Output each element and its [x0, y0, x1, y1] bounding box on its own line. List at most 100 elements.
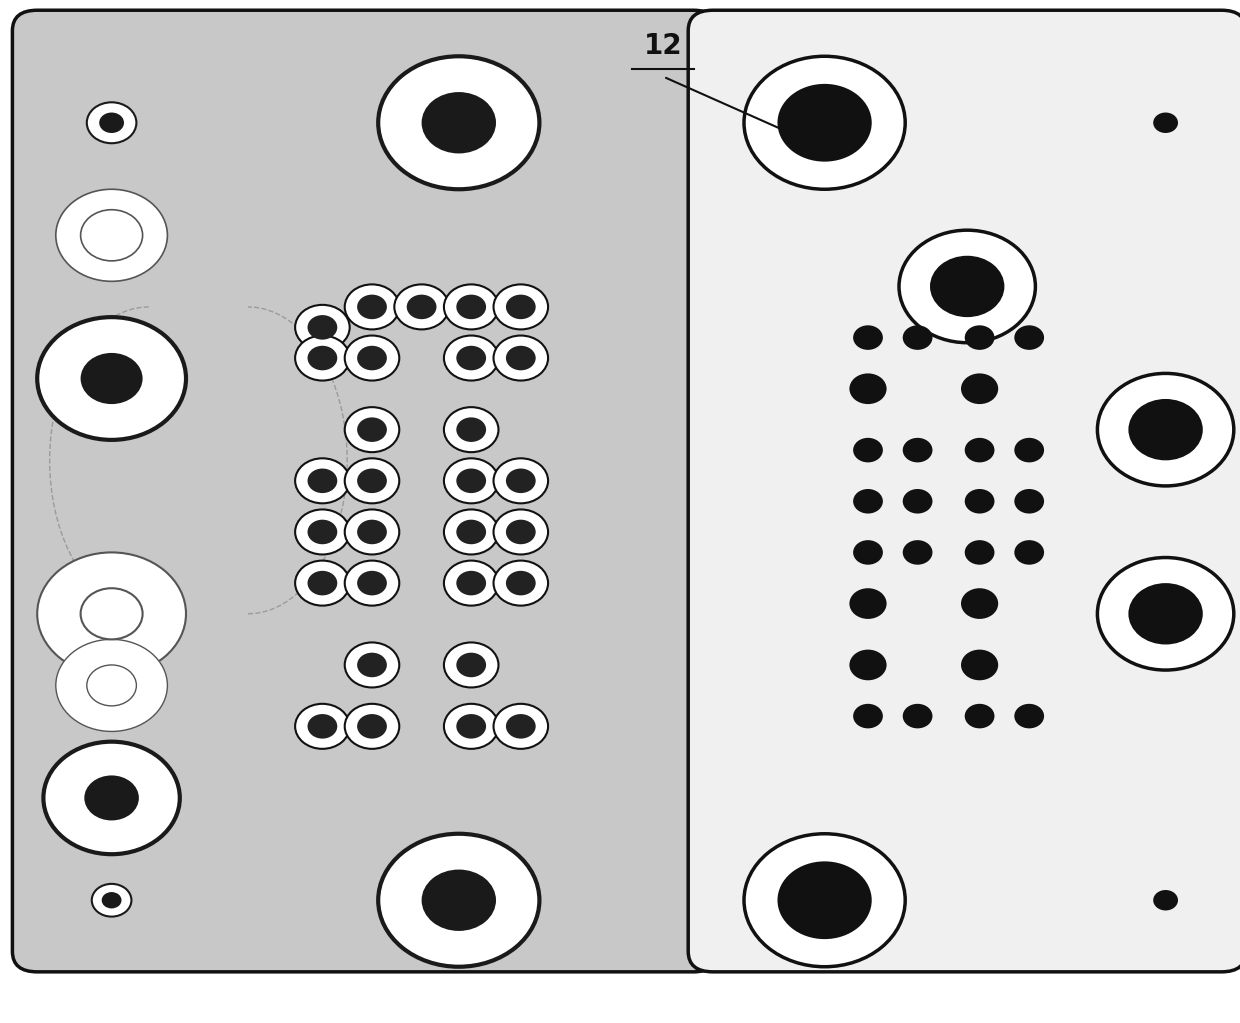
Circle shape	[853, 438, 883, 462]
Circle shape	[56, 639, 167, 731]
Circle shape	[444, 284, 498, 329]
Circle shape	[87, 665, 136, 706]
Circle shape	[308, 346, 337, 370]
Circle shape	[102, 892, 122, 908]
Circle shape	[903, 325, 932, 350]
Circle shape	[494, 458, 548, 503]
Circle shape	[1128, 583, 1203, 644]
Circle shape	[456, 714, 486, 739]
Circle shape	[849, 373, 887, 404]
Circle shape	[506, 295, 536, 319]
Circle shape	[43, 742, 180, 854]
Circle shape	[456, 346, 486, 370]
Circle shape	[1153, 113, 1178, 133]
Circle shape	[965, 489, 994, 514]
Circle shape	[295, 336, 350, 381]
Circle shape	[494, 561, 548, 606]
Circle shape	[456, 571, 486, 595]
Circle shape	[99, 113, 124, 133]
Circle shape	[357, 469, 387, 493]
Circle shape	[357, 520, 387, 544]
Circle shape	[965, 704, 994, 728]
Circle shape	[494, 284, 548, 329]
Circle shape	[961, 650, 998, 680]
Circle shape	[81, 353, 143, 404]
Circle shape	[357, 571, 387, 595]
FancyBboxPatch shape	[12, 10, 718, 972]
Circle shape	[378, 834, 539, 967]
Circle shape	[853, 704, 883, 728]
Circle shape	[357, 346, 387, 370]
Circle shape	[494, 336, 548, 381]
Circle shape	[422, 92, 496, 153]
Circle shape	[345, 509, 399, 554]
Circle shape	[345, 704, 399, 749]
Circle shape	[903, 704, 932, 728]
Circle shape	[308, 714, 337, 739]
Circle shape	[456, 520, 486, 544]
Circle shape	[422, 870, 496, 931]
Circle shape	[84, 775, 139, 820]
Circle shape	[744, 834, 905, 967]
Circle shape	[1014, 325, 1044, 350]
Circle shape	[1153, 890, 1178, 910]
Circle shape	[853, 540, 883, 565]
Circle shape	[444, 336, 498, 381]
Circle shape	[308, 520, 337, 544]
Circle shape	[744, 56, 905, 189]
Circle shape	[456, 417, 486, 442]
Circle shape	[345, 561, 399, 606]
Circle shape	[494, 509, 548, 554]
Circle shape	[930, 256, 1004, 317]
Circle shape	[444, 407, 498, 452]
Circle shape	[407, 295, 436, 319]
Circle shape	[456, 653, 486, 677]
Circle shape	[37, 317, 186, 440]
Circle shape	[853, 489, 883, 514]
Circle shape	[965, 540, 994, 565]
Circle shape	[1014, 438, 1044, 462]
Circle shape	[87, 102, 136, 143]
Circle shape	[777, 84, 872, 162]
Circle shape	[506, 520, 536, 544]
Circle shape	[456, 295, 486, 319]
Circle shape	[1128, 399, 1203, 460]
Circle shape	[295, 305, 350, 350]
Circle shape	[394, 284, 449, 329]
Circle shape	[444, 561, 498, 606]
Circle shape	[506, 571, 536, 595]
Circle shape	[1014, 540, 1044, 565]
FancyBboxPatch shape	[688, 10, 1240, 972]
Circle shape	[903, 540, 932, 565]
Circle shape	[1014, 489, 1044, 514]
Circle shape	[56, 189, 167, 281]
Circle shape	[357, 714, 387, 739]
Circle shape	[965, 325, 994, 350]
Circle shape	[1097, 373, 1234, 486]
Circle shape	[295, 509, 350, 554]
Circle shape	[92, 884, 131, 917]
Circle shape	[295, 704, 350, 749]
Circle shape	[357, 295, 387, 319]
Circle shape	[81, 210, 143, 261]
Circle shape	[849, 650, 887, 680]
Circle shape	[456, 469, 486, 493]
Circle shape	[777, 861, 872, 939]
Circle shape	[308, 469, 337, 493]
Circle shape	[295, 561, 350, 606]
Circle shape	[345, 284, 399, 329]
Circle shape	[899, 230, 1035, 343]
Circle shape	[378, 56, 539, 189]
Circle shape	[961, 588, 998, 619]
Circle shape	[903, 438, 932, 462]
Circle shape	[903, 489, 932, 514]
Text: 12: 12	[644, 32, 683, 60]
Circle shape	[308, 315, 337, 340]
Circle shape	[444, 704, 498, 749]
Circle shape	[444, 642, 498, 687]
Circle shape	[853, 325, 883, 350]
Circle shape	[444, 509, 498, 554]
Circle shape	[345, 407, 399, 452]
Circle shape	[961, 373, 998, 404]
Circle shape	[849, 588, 887, 619]
